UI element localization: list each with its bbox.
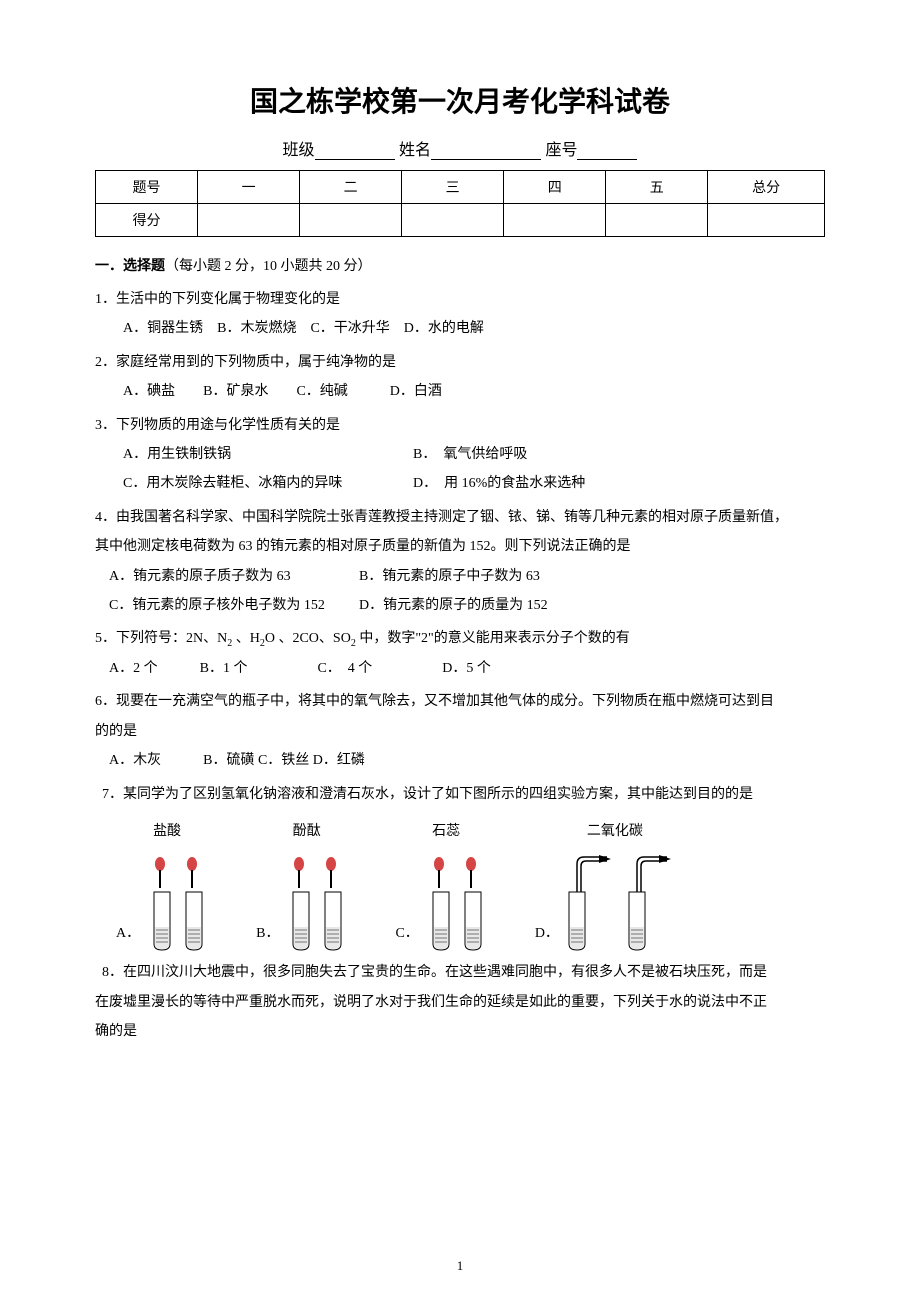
score-label: 得分 [96,204,198,237]
section-1-note: （每小题 2 分，10 小题共 20 分） [165,259,372,274]
question-7: 7．某同学为了区别氢氧化钠溶液和澄清石灰水，设计了如下图所示的四组实验方案，其中… [95,780,825,953]
q7-letter-a: A． [116,919,140,948]
q4-d: D．铕元素的原子的质量为 152 [359,591,548,620]
question-5: 5．下列符号：2N、N2 、H2O 、2CO、SO2 中，数字"2"的意义能用来… [95,624,825,683]
q7-group-c: 石蕊 C． [395,817,496,952]
col-1: 一 [198,171,300,204]
name-blank[interactable] [431,144,541,160]
q5-stem: 5．下列符号：2N、N2 、H2O 、2CO、SO2 中，数字"2"的意义能用来… [95,624,825,654]
score-table: 题号 一 二 三 四 五 总分 得分 [95,170,825,237]
seat-blank[interactable] [577,144,637,160]
q6-choices: A．木灰 B．硫磺 C．铁丝 D．红磷 [95,746,825,775]
name-label: 姓名 [399,142,431,159]
score-cell-total[interactable] [708,204,825,237]
q4-row1: A．铕元素的原子质子数为 63 B．铕元素的原子中子数为 63 [95,562,825,591]
q4-c: C．铕元素的原子核外电子数为 152 [109,591,359,620]
q7-group-b: 酚酞 B． [256,817,357,952]
q8-line3: 确的是 [95,1017,825,1046]
q4-row2: C．铕元素的原子核外电子数为 152 D．铕元素的原子的质量为 152 [95,591,825,620]
q4-a: A．铕元素的原子质子数为 63 [109,562,359,591]
q8-line1: 8．在四川汶川大地震中，很多同胞失去了宝贵的生命。在这些遇难同胞中，有很多人不是… [95,958,825,987]
q7-label-c: 石蕊 [432,817,460,846]
score-value-row: 得分 [96,204,825,237]
score-cell-5[interactable] [606,204,708,237]
q7-letter-b: B． [256,919,279,948]
q1-choices: A．铜器生锈 B．木炭燃烧 C．干冰升华 D．水的电解 [95,314,825,343]
col-topic: 题号 [96,171,198,204]
question-2: 2．家庭经常用到的下列物质中，属于纯净物的是 A．碘盐 B．矿泉水 C．纯碱 D… [95,348,825,407]
q1-stem: 1．生活中的下列变化属于物理变化的是 [95,285,825,314]
q4-line2: 其中他测定核电荷数为 63 的铕元素的相对原子质量的新值为 152。则下列说法正… [95,532,825,561]
q3-c: C．用木炭除去鞋柜、冰箱内的异味 [123,469,413,498]
exam-title: 国之栋学校第一次月考化学科试卷 [95,80,825,120]
score-header-row: 题号 一 二 三 四 五 总分 [96,171,825,204]
section-1-heading: 一．选择题（每小题 2 分，10 小题共 20 分） [95,255,825,275]
q5-mid2: O 、2CO、SO [265,631,351,646]
question-6: 6．现要在一充满空气的瓶子中，将其中的氧气除去，又不增加其他气体的成分。下列物质… [95,687,825,775]
score-cell-4[interactable] [504,204,606,237]
q7-label-a: 盐酸 [153,817,181,846]
section-1-label: 一．选择题 [95,259,165,274]
q5-mid1: 、H [232,631,260,646]
q3-row1: A．用生铁制铁锅 B． 氧气供给呼吸 [95,440,825,469]
score-cell-2[interactable] [300,204,402,237]
q7-letter-d: D． [535,919,559,948]
q7-letter-c: C． [395,919,418,948]
q3-row2: C．用木炭除去鞋柜、冰箱内的异味 D． 用 16%的食盐水来选种 [95,469,825,498]
q3-stem: 3．下列物质的用途与化学性质有关的是 [95,411,825,440]
q6-line1: 6．现要在一充满空气的瓶子中，将其中的氧气除去，又不增加其他气体的成分。下列物质… [95,687,825,716]
col-total: 总分 [708,171,825,204]
col-2: 二 [300,171,402,204]
q3-b: B． 氧气供给呼吸 [413,440,527,469]
q4-b: B．铕元素的原子中子数为 63 [359,562,540,591]
q5-choices: A．2 个 B．1 个 C． 4 个 D．5 个 [95,654,825,683]
question-3: 3．下列物质的用途与化学性质有关的是 A．用生铁制铁锅 B． 氧气供给呼吸 C．… [95,411,825,499]
col-4: 四 [504,171,606,204]
page-number: 1 [0,1258,920,1274]
student-info-line: 班级 姓名 座号 [95,136,825,160]
gas-tube-pair-d-icon [565,852,695,952]
q7-label-b: 酚酞 [293,817,321,846]
q7-diagrams: 盐酸 A． 酚酞 B． 石蕊 C． [95,817,825,952]
q4-line1: 4．由我国著名科学家、中国科学院院士张青莲教授主持测定了铟、铱、锑、铕等几种元素… [95,503,825,532]
q2-choices: A．碘盐 B．矿泉水 C．纯碱 D．白酒 [95,377,825,406]
class-blank[interactable] [315,144,395,160]
q3-d: D． 用 16%的食盐水来选种 [413,469,585,498]
q2-stem: 2．家庭经常用到的下列物质中，属于纯净物的是 [95,348,825,377]
col-5: 五 [606,171,708,204]
question-8: 8．在四川汶川大地震中，很多同胞失去了宝贵的生命。在这些遇难同胞中，有很多人不是… [95,958,825,1046]
q3-a: A．用生铁制铁锅 [123,440,413,469]
q7-group-d: 二氧化碳 D． [535,817,695,952]
test-tube-pair-c-icon [425,852,497,952]
q7-label-d: 二氧化碳 [587,817,643,846]
q7-group-a: 盐酸 A． [116,817,218,952]
seat-label: 座号 [545,142,577,159]
test-tube-pair-b-icon [285,852,357,952]
col-3: 三 [402,171,504,204]
q8-line2: 在废墟里漫长的等待中严重脱水而死，说明了水对于我们生命的延续是如此的重要，下列关… [95,988,825,1017]
test-tube-pair-a-icon [146,852,218,952]
q5-pre: 5．下列符号：2N、N [95,631,227,646]
q7-stem: 7．某同学为了区别氢氧化钠溶液和澄清石灰水，设计了如下图所示的四组实验方案，其中… [95,780,825,809]
question-1: 1．生活中的下列变化属于物理变化的是 A．铜器生锈 B．木炭燃烧 C．干冰升华 … [95,285,825,344]
class-label: 班级 [283,142,315,159]
q5-post: 中，数字"2"的意义能用来表示分子个数的有 [356,631,630,646]
score-cell-3[interactable] [402,204,504,237]
q6-line2: 的的是 [95,717,825,746]
question-4: 4．由我国著名科学家、中国科学院院士张青莲教授主持测定了铟、铱、锑、铕等几种元素… [95,503,825,621]
score-cell-1[interactable] [198,204,300,237]
